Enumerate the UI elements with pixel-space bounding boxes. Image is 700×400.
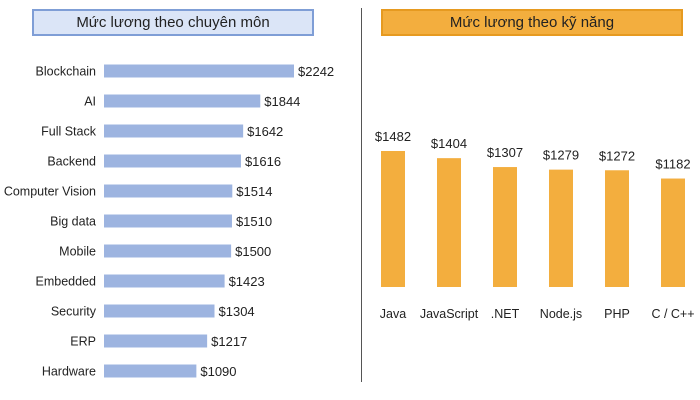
value-label: $1217 — [211, 334, 247, 349]
category-label: Backend — [47, 155, 96, 169]
value-label: $1500 — [235, 244, 271, 259]
right-chart-title: Mức lương theo kỹ năng — [381, 9, 683, 36]
right-panel: Mức lương theo kỹ năng $1482 Java $1404 Jav… — [363, 0, 700, 400]
category-label: Computer Vision — [4, 185, 96, 199]
value-label: $1279 — [543, 148, 579, 163]
value-label: $1616 — [245, 154, 281, 169]
category-label: Embedded — [36, 275, 97, 289]
category-label: Blockchain — [36, 65, 96, 79]
bar — [104, 214, 232, 228]
value-label: $1423 — [229, 274, 265, 289]
category-label: Full Stack — [41, 125, 97, 139]
bar — [549, 169, 573, 287]
value-label: $1182 — [655, 157, 690, 172]
bar — [104, 244, 232, 258]
bar — [493, 167, 517, 287]
category-label: Java — [380, 307, 406, 321]
bar — [104, 64, 294, 78]
bar — [104, 364, 197, 378]
value-label: $1510 — [236, 214, 272, 229]
bar — [437, 158, 461, 287]
value-label: $1642 — [247, 124, 283, 139]
bar — [104, 274, 225, 288]
bar — [104, 304, 215, 318]
category-label: PHP — [604, 307, 630, 321]
bar — [605, 170, 629, 287]
value-label: $1514 — [236, 184, 272, 199]
value-label: $2242 — [298, 64, 334, 79]
category-label: Node.js — [540, 307, 582, 321]
category-label: ERP — [70, 335, 96, 349]
left-panel: Mức lương theo chuyên môn Blockchain $224… — [4, 9, 334, 379]
value-label: $1304 — [219, 304, 255, 319]
bar — [661, 178, 685, 287]
bar — [104, 184, 233, 198]
bar — [381, 151, 405, 287]
bar — [104, 94, 261, 108]
category-label: Hardware — [42, 365, 96, 379]
value-label: $1090 — [200, 364, 236, 379]
category-label: AI — [84, 95, 96, 109]
value-label: $1272 — [599, 148, 635, 163]
category-label: Big data — [50, 215, 96, 229]
bar — [104, 334, 208, 348]
panel-divider — [361, 8, 362, 382]
category-label: Security — [51, 305, 97, 319]
category-label: JavaScript — [420, 307, 479, 321]
value-label: $1307 — [487, 145, 523, 160]
left-chart-title: Mức lương theo chuyên môn — [32, 9, 314, 36]
value-label: $1482 — [375, 129, 411, 144]
value-label: $1404 — [431, 136, 467, 151]
value-label: $1844 — [264, 94, 300, 109]
category-label: Mobile — [59, 245, 96, 259]
left-bar-chart: Blockchain $2242 AI $1844 Full Stack $1642 Bac… — [4, 64, 334, 379]
category-label: C / C++ — [651, 307, 694, 321]
bar — [104, 154, 241, 168]
category-label: .NET — [491, 307, 520, 321]
right-bar-chart: $1482 Java $1404 JavaScript $1307 .NET $1279 No… — [375, 129, 695, 321]
bar — [104, 124, 244, 138]
